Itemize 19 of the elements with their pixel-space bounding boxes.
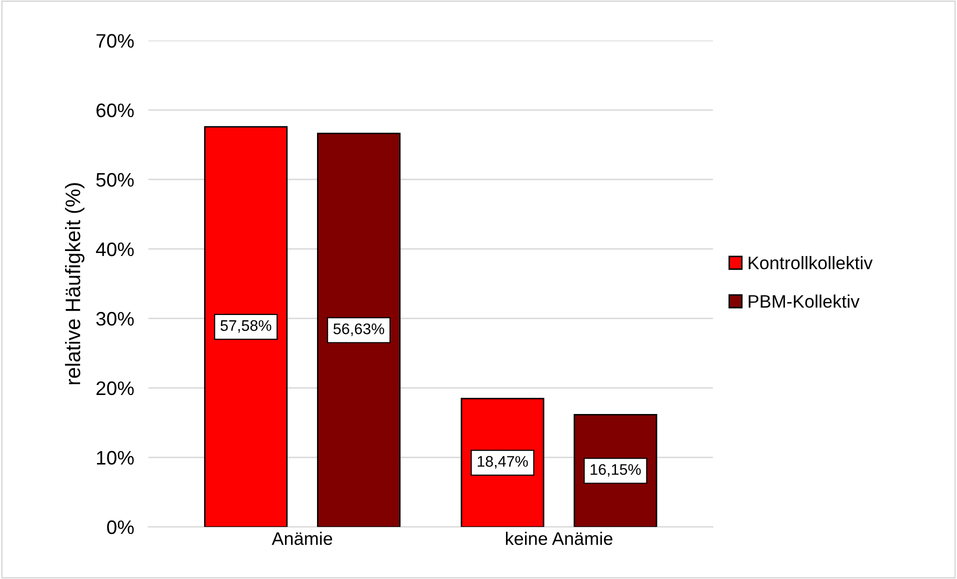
bar [204,126,288,527]
bar [317,132,401,527]
y-tick-label: 60% [96,103,134,118]
data-label: 18,47% [478,456,528,469]
data-label: 16,15% [590,464,641,477]
y-tick-label: 10% [97,450,134,465]
y-tick-label: 40% [96,242,134,256]
y-tick-label: 0% [107,520,134,534]
data-label: 56,63% [333,323,384,336]
y-tick-label: 30% [96,312,134,326]
data-label: 57,58% [220,320,272,333]
y-tick-label: 50% [96,172,134,187]
y-tick-label: 70% [96,34,134,48]
y-axis-title: relative Häufigkeit (%) [65,183,84,384]
legend-label: PBM-Kollektiv [748,294,860,308]
y-tick-label: 20% [96,381,134,396]
legend-label: Kontrollkollektiv [748,256,873,270]
x-tick-label: keine Anämie [506,532,612,546]
x-tick-label: Anämie [272,532,332,546]
